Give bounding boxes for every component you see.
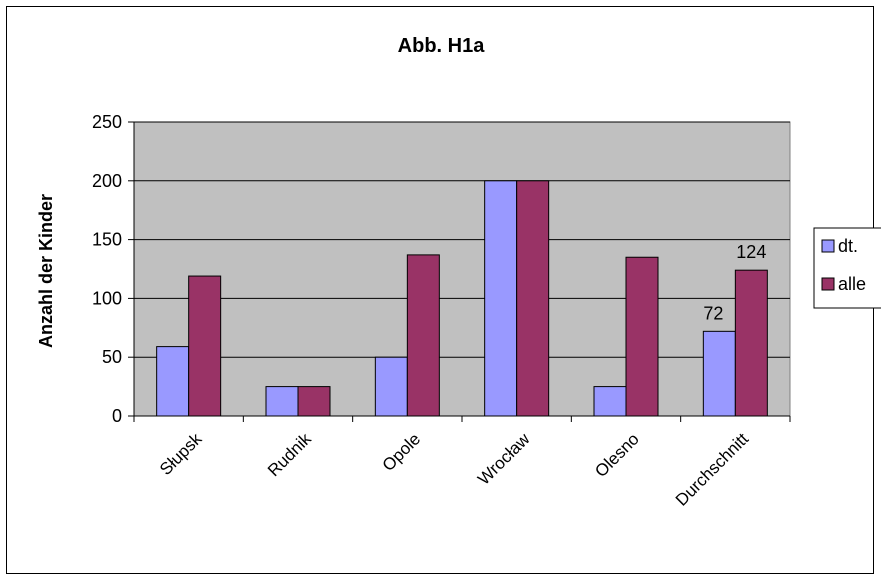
y-tick-label: 50 <box>102 347 122 367</box>
bar-dt <box>702 330 736 417</box>
x-tick-label: Rudnik <box>264 429 315 480</box>
y-axis-label: Anzahl der Kinder <box>36 194 56 348</box>
labels-group: 72 124 <box>703 242 766 323</box>
bar-dt <box>265 386 299 417</box>
bar-dt <box>156 346 190 417</box>
x-tick-label: Opole <box>379 429 425 475</box>
bar-dt <box>484 180 518 417</box>
y-tick-label: 200 <box>92 171 122 191</box>
bar-alle <box>516 180 550 417</box>
x-tick-label: Słupsk <box>156 429 206 479</box>
bar-alle <box>406 254 440 417</box>
y-tick-label: 250 <box>92 112 122 132</box>
y-tick-label: 0 <box>112 406 122 426</box>
bar-dt <box>593 386 627 417</box>
legend-swatch <box>821 277 835 291</box>
bar-alle <box>625 256 659 417</box>
bar-dt <box>374 356 408 417</box>
legend-label: alle <box>838 274 866 294</box>
plot-background <box>133 121 791 417</box>
plot-area <box>133 121 791 417</box>
data-label: 124 <box>736 242 766 262</box>
legend-swatch <box>821 239 835 253</box>
y-tick-label: 100 <box>92 288 122 308</box>
data-label: 72 <box>703 303 723 323</box>
y-tick-label: 150 <box>92 230 122 250</box>
chart-title: Abb. H1a <box>398 35 486 57</box>
bar-alle <box>188 275 222 417</box>
x-tick-label: Wrocław <box>474 429 534 489</box>
x-tick-label: Olesno <box>591 429 643 481</box>
legend-label: dt. <box>838 236 858 256</box>
bar-alle <box>734 269 768 417</box>
x-tick-label: Durchschnitt <box>672 429 752 509</box>
bars-group <box>156 180 768 417</box>
bar-alle <box>297 386 331 417</box>
legend: dt. alle <box>813 227 881 309</box>
